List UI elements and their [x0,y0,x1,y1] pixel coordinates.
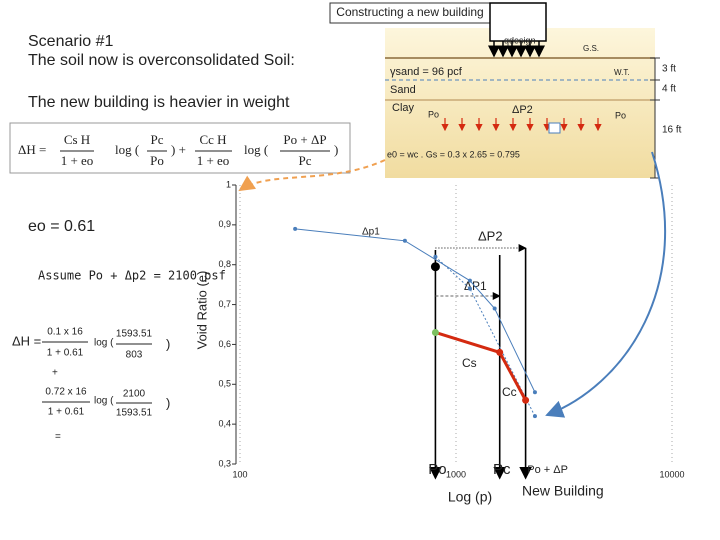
y-tick-label: 0,3 [218,458,231,468]
connector [238,159,386,192]
soil-profile: qdesign G.S. γsand = 96 pcf W.T. Sand Cl… [385,2,682,179]
dimension-lines [650,57,660,179]
sand-label: Sand [390,84,416,96]
formula-text: Po + ΔP [283,132,326,147]
calc-text: ) [166,336,170,351]
formula-text: ) [334,142,338,157]
calc-text: 0.72 x 16 [45,387,87,398]
ground-label: G.S. [583,44,599,53]
clay-label: Clay [392,102,415,114]
calc-text: ) [166,395,170,410]
formula-text: log ( [115,142,139,157]
calc-text: 1593.51 [116,408,153,419]
water-table-label: W.T. [614,68,630,77]
data-point [433,254,438,259]
formula-text: 1 + eo [61,153,94,168]
calc-text: 2100 [123,389,146,400]
x-tick-label: 10000 [659,469,684,479]
data-point [467,286,472,291]
formula-box [9,122,351,174]
calc-text: 1 + 0.61 [48,407,85,418]
annotation: New Building [522,483,604,499]
chart: Void Ratio (e) Log (p) Δp1 ΔP2 ΔP1 Cs Cc… [194,179,684,504]
fraction-lines [42,341,152,404]
p-label: Po [615,110,626,120]
formula-text: Cc H [199,132,226,147]
scenario-title: Scenario #1 [28,33,113,50]
calc-text: log ( [94,396,114,407]
formula-text: Po [150,153,164,168]
calc-text: 803 [126,350,143,361]
load-arrows [488,41,545,58]
data-point [402,238,407,243]
x-axis-label: Log (p) [448,489,492,505]
annotation: Cs [462,356,477,370]
e0-given: eo = 0.61 [28,218,95,235]
y-tick-label: 1 [226,179,231,189]
depth-label: 4 ft [662,84,676,95]
data-point [496,348,504,356]
marker-label: Po [428,461,446,478]
y-tick-label: 0,4 [218,419,231,429]
x-tick-label: 100 [232,469,247,479]
p-label: Po [428,109,439,119]
delta-label: ΔP2 [512,104,533,116]
formula-text: Cs H [64,132,90,147]
y-tick-label: 0,6 [218,339,231,349]
load-label: qdesign [504,35,536,45]
marker-label: Po + ΔP [527,464,568,476]
calc-text: 1 + 0.61 [47,348,84,359]
scenario-note: The new building is heavier in weight [28,94,290,111]
formula-text: 1 + eo [197,153,230,168]
y-tick-label: 0,7 [218,299,231,309]
calc-text: 0.1 x 16 [47,327,83,338]
formula-text: Pc [299,153,312,168]
y-tick-label: 0,8 [218,259,231,269]
calc-text: = [55,432,61,443]
data-point [293,226,298,231]
stress-arrows [441,118,602,132]
depth-label: 3 ft [662,64,676,75]
building [489,2,547,42]
formula-text: log ( [244,142,268,157]
calc-text: + [52,368,58,379]
annotation: Cc [502,385,517,399]
data-point [467,278,472,283]
y-axis-label: Void Ratio (e) [194,271,209,350]
void-ratio-note: e0 = wc . Gs = 0.3 x 2.65 = 0.795 [387,149,520,159]
y-tick-label: 0,5 [218,379,231,389]
formula: ΔH = Cs H 1 + eo log ( Pc Po ) + Cc H 1 … [9,122,351,174]
unit-weight: γsand = 96 pcf [390,66,463,78]
marker-label: Pc [493,461,511,478]
annotation: ΔP1 [464,279,487,293]
calc-text: ΔH = [12,333,41,348]
calculation: ΔH = 0.1 x 16 1 + 0.61 log ( 1593.51 803… [12,327,170,443]
x-tick-label: 1000 [446,469,466,479]
data-point [532,390,537,395]
connector [545,151,667,418]
data-point [522,396,530,404]
calc-text: log ( [94,338,114,349]
scenario-subtitle: The soil now is overconsolidated Soil: [28,52,295,69]
calc-text: 1593.51 [116,329,153,340]
soil-element [548,122,561,134]
depth-label: 16 ft [662,125,682,136]
formula-text: ) + [171,142,186,157]
assumption: Assume Po + Δp2 = 2100 psf [38,269,226,283]
header: Constructing a new building [336,5,483,19]
annotation: ΔP2 [478,228,503,243]
formula-text: ΔH = [18,142,46,157]
annotation: Δp1 [362,227,380,238]
formula-text: Pc [151,132,164,147]
y-tick-label: 0,9 [218,219,231,229]
data-point [430,262,440,272]
data-point [532,414,537,419]
data-point [431,328,439,336]
data-point [492,306,497,311]
